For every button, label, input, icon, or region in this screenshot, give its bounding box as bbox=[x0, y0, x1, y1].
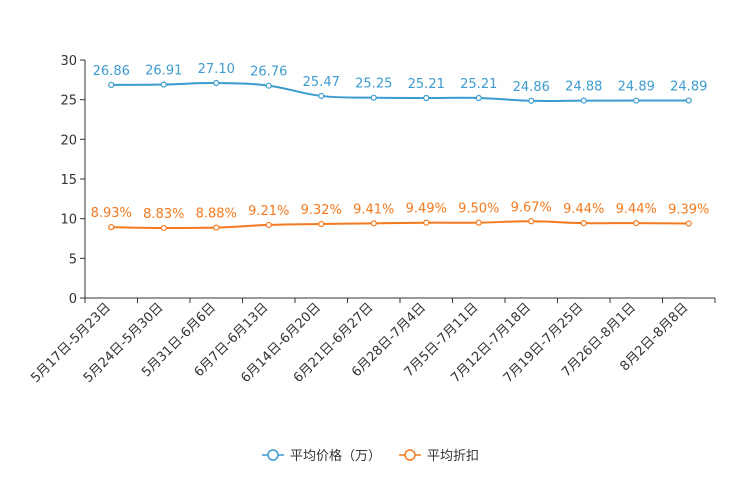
data-point bbox=[423, 219, 430, 226]
y-tick-label: 25 bbox=[60, 94, 77, 109]
legend-marker bbox=[404, 449, 416, 461]
series-line bbox=[111, 81, 689, 102]
data-point bbox=[370, 220, 377, 227]
legend-item-1: 平均折扣 bbox=[399, 449, 479, 464]
data-point bbox=[370, 94, 377, 101]
legend-label: 平均价格（万） bbox=[290, 448, 381, 464]
legend-marker bbox=[267, 449, 279, 461]
data-point bbox=[528, 218, 535, 225]
data-label: 25.47 bbox=[303, 75, 340, 90]
data-label: 9.21% bbox=[248, 204, 289, 219]
data-label: 25.25 bbox=[355, 77, 392, 92]
data-point bbox=[108, 224, 115, 231]
y-tick-label: 20 bbox=[60, 133, 77, 148]
data-label: 24.89 bbox=[618, 80, 655, 95]
data-label: 26.76 bbox=[250, 65, 287, 80]
data-point bbox=[265, 221, 272, 229]
y-tick-label: 10 bbox=[60, 213, 77, 228]
data-point bbox=[213, 79, 220, 87]
data-label: 8.83% bbox=[143, 207, 184, 222]
data-label: 27.10 bbox=[198, 62, 235, 77]
data-point bbox=[685, 97, 692, 104]
series-1: 8.93% 8.83% 8.88% 9.21% 9.32% 9.41% 9.49% 9.50%… bbox=[91, 200, 709, 232]
series-line bbox=[111, 220, 689, 230]
data-label: 9.44% bbox=[616, 202, 657, 217]
data-point bbox=[475, 94, 482, 102]
data-point bbox=[580, 220, 587, 227]
data-point bbox=[160, 81, 167, 88]
data-label: 26.91 bbox=[145, 64, 182, 79]
data-label: 9.50% bbox=[458, 202, 499, 217]
data-point bbox=[265, 82, 272, 89]
data-point bbox=[475, 219, 482, 226]
data-point bbox=[160, 224, 167, 232]
data-point bbox=[318, 92, 325, 100]
data-point bbox=[318, 220, 325, 228]
data-point bbox=[108, 81, 115, 89]
data-label: 8.93% bbox=[91, 206, 132, 221]
data-label: 24.86 bbox=[513, 80, 550, 95]
series-0: 26.86 26.91 27.10 26.76 25.47 25.25 25.21 25.21… bbox=[93, 62, 707, 104]
data-label: 9.49% bbox=[406, 202, 447, 217]
data-label: 9.39% bbox=[668, 203, 709, 218]
legend-item-0: 平均价格（万） bbox=[262, 448, 381, 464]
data-point bbox=[685, 220, 692, 227]
y-tick-label: 0 bbox=[69, 292, 77, 307]
data-point bbox=[633, 220, 640, 227]
data-label: 25.21 bbox=[408, 77, 445, 92]
data-label: 24.88 bbox=[565, 80, 602, 95]
data-label: 9.67% bbox=[511, 200, 552, 215]
y-tick-label: 15 bbox=[60, 173, 77, 188]
data-label: 24.89 bbox=[670, 80, 707, 95]
data-label: 8.88% bbox=[196, 207, 237, 222]
y-tick-label: 30 bbox=[60, 54, 77, 69]
data-point bbox=[423, 94, 430, 102]
data-label: 9.44% bbox=[563, 202, 604, 217]
data-label: 25.21 bbox=[460, 77, 497, 92]
data-point bbox=[528, 97, 535, 104]
data-label: 26.86 bbox=[93, 64, 130, 79]
data-label: 9.41% bbox=[353, 202, 394, 217]
data-point bbox=[213, 224, 220, 231]
data-point bbox=[633, 97, 640, 104]
data-point bbox=[580, 97, 587, 104]
data-label: 9.32% bbox=[301, 203, 342, 218]
y-tick-label: 5 bbox=[69, 252, 77, 267]
legend-label: 平均折扣 bbox=[427, 449, 479, 464]
